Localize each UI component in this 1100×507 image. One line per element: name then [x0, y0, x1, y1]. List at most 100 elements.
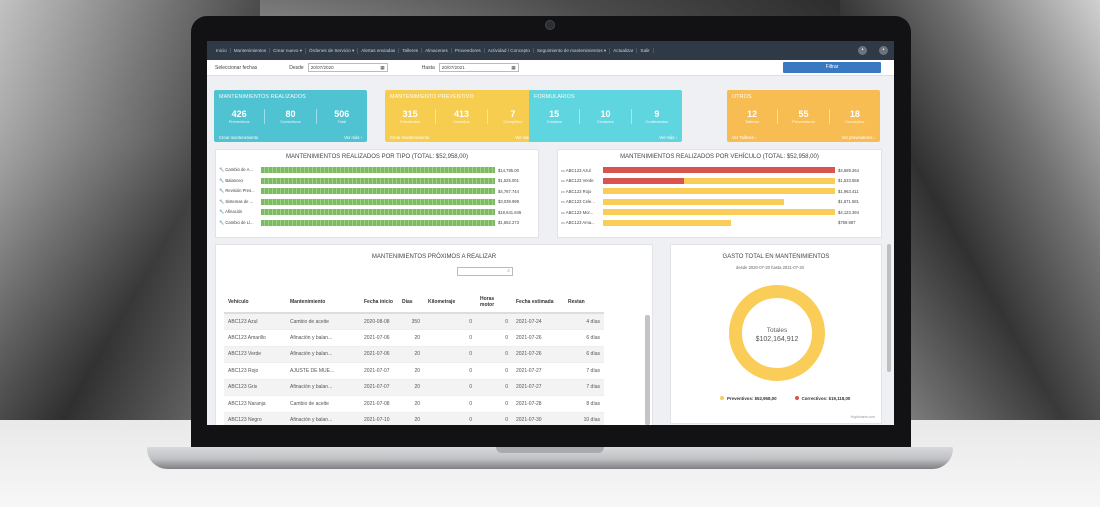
column-header[interactable]: Horas motor: [476, 291, 512, 314]
bar-preventive[interactable]: [603, 209, 835, 216]
bar-preventive[interactable]: [603, 219, 731, 226]
bar-row[interactable]: 🔧 Cambio de A... $14,785.00: [216, 165, 538, 176]
column-header[interactable]: Kilometraje: [424, 291, 476, 314]
table-cell: Afinación y balan...: [286, 346, 360, 363]
bar-value: $1,652.273: [498, 220, 519, 226]
table-cell: 0: [476, 379, 512, 396]
bar-row[interactable]: 🔧 Balanceo $1,525.001: [216, 176, 538, 187]
table-cell: 2021-07-27: [512, 379, 564, 396]
bar-row[interactable]: 🔧 Cambio de Ll... $1,652.273: [216, 218, 538, 229]
spend-donut-chart: Totales $102,164,912: [729, 285, 825, 381]
nav-item[interactable]: Proveedores: [452, 48, 485, 53]
column-header[interactable]: Días: [398, 291, 424, 314]
table-cell: ABC123 Rojo: [224, 362, 286, 380]
table-cell: 0: [476, 395, 512, 413]
bar[interactable]: [261, 209, 495, 216]
bar[interactable]: [261, 219, 495, 226]
to-date-input[interactable]: 20/07/2021 ▦: [438, 63, 519, 72]
card-link-more[interactable]: Ver proveedores ›: [841, 135, 875, 140]
car-icon: ▭: [561, 188, 565, 194]
nav-item[interactable]: Crear nuevo ▾: [270, 47, 307, 54]
nav-item[interactable]: Órdenes de Servicio ▾: [306, 47, 359, 54]
maintenance-by-vehicle-panel: MANTENIMIENTOS REALIZADOS POR VEHÍCULO (…: [557, 149, 882, 238]
table-cell: Afinación y balan...: [286, 329, 360, 347]
table-cell: Cambio de aceite: [286, 395, 360, 413]
legend-item[interactable]: Preventivos: $52,958,00: [720, 396, 777, 401]
bar-corrective[interactable]: [603, 167, 835, 174]
table-row[interactable]: ABC123 Azul Cambio de aceite 2020-08-08 350…: [224, 313, 604, 330]
nav-item[interactable]: Inicio: [213, 48, 231, 53]
table-cell: Afinación y balan...: [286, 379, 360, 396]
bar-corrective[interactable]: [603, 177, 685, 184]
bar-row[interactable]: ▭ ABC123 Rojo $1,963.411: [558, 186, 881, 197]
calendar-icon[interactable]: ▦: [511, 64, 516, 70]
nav-item[interactable]: Salir: [637, 48, 654, 53]
settings-icon[interactable]: •: [879, 46, 888, 55]
calendar-icon[interactable]: ▦: [380, 64, 385, 70]
bar[interactable]: [261, 188, 495, 195]
table-cell: ABC123 Gris: [224, 379, 286, 396]
column-header[interactable]: Fecha estimada: [512, 291, 564, 314]
nav-item[interactable]: Almacenes: [422, 48, 452, 53]
bar-label: 🔧 Sistemas de ...: [219, 198, 254, 204]
column-header[interactable]: Fecha inicio: [360, 291, 398, 314]
nav-item[interactable]: Actividad / Concepto: [485, 48, 534, 53]
bar-row[interactable]: ▭ ABC123 Mor... $4,123.394: [558, 207, 881, 218]
table-cell: Cambio de aceite: [286, 313, 360, 330]
bar-row[interactable]: 🔧 Afinación $18,641.845: [216, 207, 538, 218]
column-header[interactable]: Mantenimiento: [286, 291, 360, 314]
table-scrollbar[interactable]: [645, 315, 650, 425]
table-row[interactable]: ABC123 Gris Afinación y balan... 2021-07-0…: [224, 379, 604, 396]
nav-item[interactable]: Talleres: [399, 48, 423, 53]
column-header[interactable]: Vehículo: [224, 291, 286, 314]
bar-row[interactable]: 🔧 Sistemas de ... $3,039.999: [216, 197, 538, 208]
page-scrollbar[interactable]: [887, 244, 891, 372]
table-row[interactable]: ABC123 Naranja Cambio de aceite 2021-07-08…: [224, 395, 604, 413]
filter-button[interactable]: Filtrar: [783, 62, 881, 73]
card-link-more[interactable]: Ver más ›: [515, 135, 533, 140]
table-row[interactable]: ABC123 Verde Afinación y balan... 2021-07-…: [224, 346, 604, 363]
wrench-icon: 🔧: [219, 167, 225, 173]
table-cell: 20: [398, 346, 424, 363]
bar-row[interactable]: ▭ ABC123 Ama... $759.987: [558, 218, 881, 229]
table-row[interactable]: ABC123 Amarillo Afinación y balan... 2021-…: [224, 329, 604, 347]
column-header[interactable]: Restan: [564, 291, 604, 314]
spend-title: GASTO TOTAL EN MANTENIMIENTOS: [722, 254, 830, 260]
bar-row[interactable]: ▭ ABC123 Azul $4,589.264: [558, 165, 881, 176]
donut-slice-preventive[interactable]: [729, 285, 825, 381]
table-row[interactable]: ABC123 Negro Afinación y balan... 2021-07-…: [224, 412, 604, 425]
nav-item[interactable]: Seguimiento de mantenimientos ▾: [534, 47, 611, 54]
legend-item[interactable]: Correctivos: $19,118,00: [794, 396, 850, 401]
table-cell: Afinación y balan...: [286, 412, 360, 425]
card-link-left[interactable]: Crear mantenimiento: [390, 135, 430, 140]
bar-preventive[interactable]: [603, 198, 784, 205]
bar-preventive[interactable]: [684, 177, 835, 184]
nav-item[interactable]: Alertas enviadas: [358, 48, 400, 53]
bar[interactable]: [261, 167, 495, 174]
table-search-input[interactable]: ⌕: [457, 267, 513, 276]
donut-center-value: $102,164,912: [756, 336, 799, 343]
table-cell: 2021-07-06: [360, 329, 398, 347]
table-cell: 0: [424, 412, 476, 425]
bar-label: 🔧 Afinación: [219, 209, 243, 215]
bar-preventive[interactable]: [603, 188, 835, 195]
nav-item[interactable]: Actualizar: [610, 48, 638, 53]
from-date-input[interactable]: 20/07/2020 ▦: [307, 63, 388, 72]
card-link-more[interactable]: Ver más ›: [659, 135, 677, 140]
bar-label: ▭ ABC123 Verde: [561, 178, 594, 184]
bar-row[interactable]: ▭ ABC123 Cele... $1,671.581: [558, 197, 881, 208]
card-link-more[interactable]: Ver más ›: [344, 135, 362, 140]
laptop-notch: [496, 447, 604, 453]
nav-item[interactable]: Mantenimientos: [231, 48, 271, 53]
bar-row[interactable]: 🔧 Revisión Pres... $4,767.744: [216, 186, 538, 197]
table-row[interactable]: ABC123 Rojo AJUSTE DE MUE... 2021-07-07 20 0…: [224, 362, 604, 380]
bar-row[interactable]: ▭ ABC123 Verde $1,533.558: [558, 176, 881, 187]
bar[interactable]: [261, 198, 495, 205]
table-cell: 2021-07-26: [512, 346, 564, 363]
card-link-left[interactable]: Ver Talleres ›: [732, 135, 757, 140]
bar[interactable]: [261, 177, 495, 184]
wrench-icon: 🔧: [219, 219, 225, 225]
user-icon[interactable]: •: [858, 46, 867, 55]
table-cell: 0: [424, 379, 476, 396]
card-link-left[interactable]: Crear mantenimiento: [219, 135, 259, 140]
